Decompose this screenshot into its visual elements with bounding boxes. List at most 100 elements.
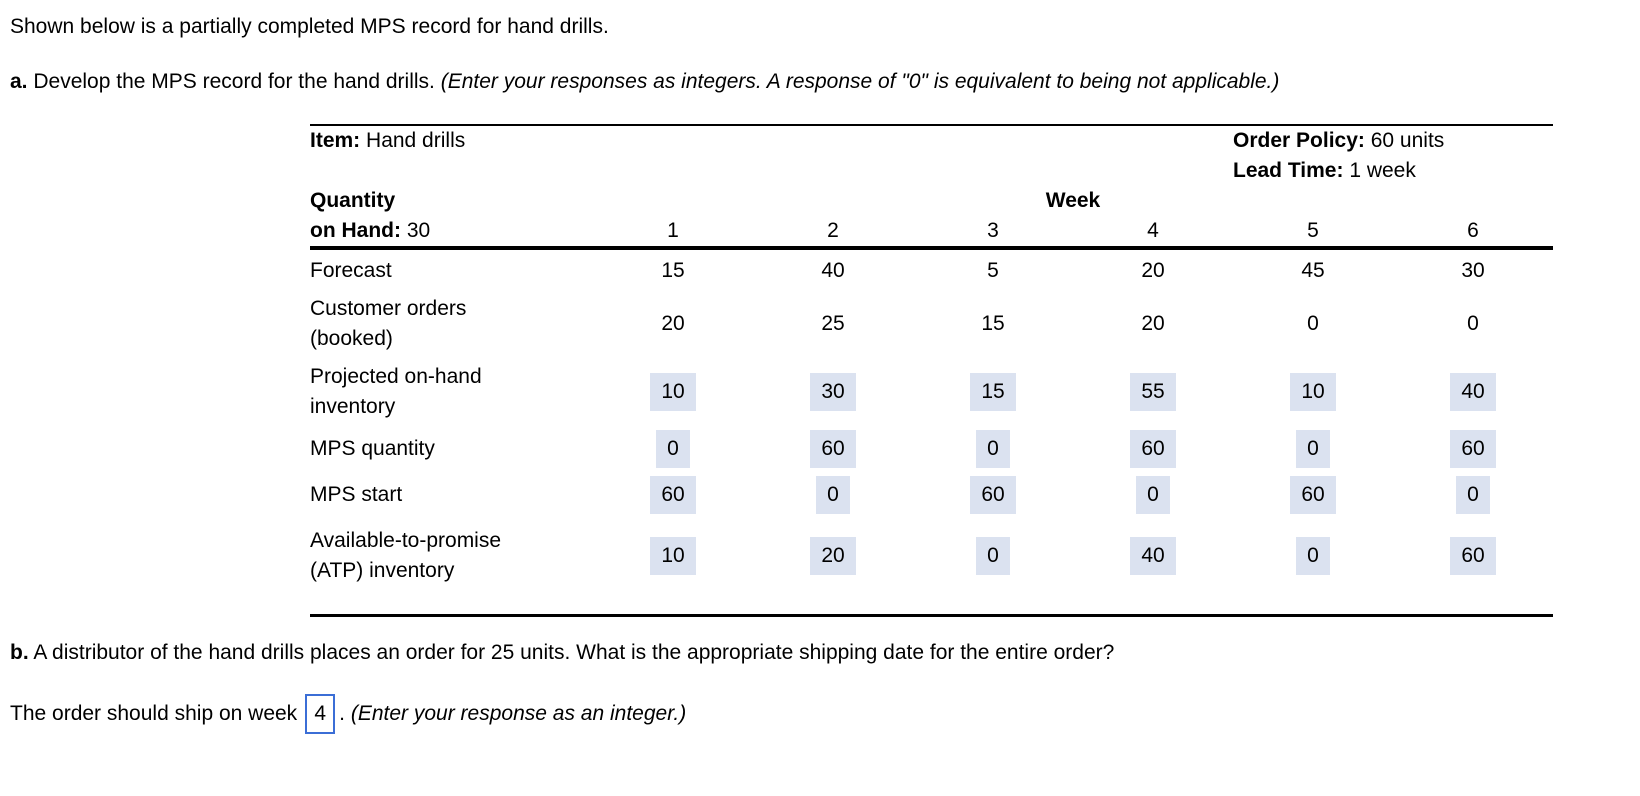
answer-cell-value[interactable]: 60 [650,476,696,514]
customer-orders-week-5: 0 [1233,290,1393,358]
answer-cell-value[interactable]: 60 [970,476,1016,514]
answer-cell-value[interactable]: 10 [650,537,696,575]
answer-cell-value[interactable]: 60 [1290,476,1336,514]
on-hand-value: 30 [400,219,431,242]
atp-week-2: 20 [753,518,913,616]
part-a-label: a. [10,70,28,93]
row-label-text: Customer orders (booked) [310,297,467,350]
mps-quantity-week-5: 0 [1233,426,1393,472]
on-hand-label: on Hand: [310,219,401,242]
lead-time-spacer [310,156,1233,186]
projected-on-hand-week-2: 30 [753,358,913,426]
part-a-instruction: Develop the MPS record for the hand dril… [27,70,441,93]
item-label: Item: [310,129,361,152]
forecast-week-5: 45 [1233,248,1393,290]
cell-value: 15 [661,259,685,282]
lead-time-label: Lead Time: [1233,159,1344,182]
order-policy-label: Order Policy: [1233,129,1365,152]
answer-cell-value[interactable]: 55 [1130,373,1176,411]
mps-record-table: Item: Hand drills Order Policy: 60 units… [310,124,1553,617]
table-row-projected-on-hand: Projected on-hand inventory 10 30 15 55 … [310,358,1553,426]
answer-suffix: . [339,702,351,725]
week-number-1: 1 [593,216,753,250]
answer-cell-value[interactable]: 0 [816,476,850,514]
table-row-mps-start: MPS start 60 0 60 0 60 0 [310,472,1553,518]
answer-prefix: The order should ship on week [10,702,298,725]
mps-start-week-1: 60 [593,472,753,518]
row-label-text: MPS start [310,483,403,506]
mps-start-week-4: 0 [1073,472,1233,518]
lead-time-value: 1 week [1343,159,1416,182]
table-row-customer-orders: Customer orders (booked) 20 25 15 20 0 0 [310,290,1553,358]
answer-cell-value[interactable]: 0 [976,537,1010,575]
cell-value: 20 [661,312,685,335]
mps-quantity-week-4: 60 [1073,426,1233,472]
answer-cell-value[interactable]: 0 [1296,537,1330,575]
mps-quantity-week-2: 60 [753,426,913,472]
answer-cell-value[interactable]: 0 [976,430,1010,468]
cell-value: 5 [987,259,999,282]
row-label-mps-quantity: MPS quantity [310,426,593,472]
forecast-week-1: 15 [593,248,753,290]
table-row-week-header: Quantity Week [310,186,1553,216]
answer-cell-value[interactable]: 20 [810,537,856,575]
part-b-label: b. [10,641,29,664]
table-row-week-numbers: on Hand: 30 1 2 3 4 5 6 [310,216,1553,250]
table-row-atp: Available-to-promise (ATP) inventory 10 … [310,518,1553,616]
answer-cell-value[interactable]: 10 [1290,373,1336,411]
projected-on-hand-week-1: 10 [593,358,753,426]
answer-cell-value[interactable]: 60 [810,430,856,468]
cell-value: 45 [1301,259,1325,282]
forecast-week-3: 5 [913,248,1073,290]
part-a-text: a. Develop the MPS record for the hand d… [10,67,1640,97]
mps-start-week-5: 60 [1233,472,1393,518]
mps-quantity-week-1: 0 [593,426,753,472]
cell-value: 40 [821,259,845,282]
part-b-text: b. A distributor of the hand drills plac… [10,638,1640,668]
customer-orders-week-6: 0 [1393,290,1553,358]
item-value: Hand drills [360,129,466,152]
week-answer-input[interactable] [305,694,336,734]
answer-cell-value[interactable]: 30 [810,373,856,411]
answer-cell-value[interactable]: 0 [656,430,690,468]
week-number-6: 6 [1393,216,1553,250]
answer-note: (Enter your response as an integer.) [350,702,687,725]
answer-cell-value[interactable]: 40 [1130,537,1176,575]
atp-week-5: 0 [1233,518,1393,616]
answer-cell-value[interactable]: 60 [1450,537,1496,575]
cell-value: 25 [821,312,845,335]
answer-cell-value[interactable]: 0 [1296,430,1330,468]
intro-text-content: Shown below is a partially completed MPS… [10,15,609,38]
mps-quantity-week-3: 0 [913,426,1073,472]
customer-orders-week-1: 20 [593,290,753,358]
row-label-text: Forecast [310,259,392,282]
answer-cell-value[interactable]: 0 [1136,476,1170,514]
customer-orders-week-2: 25 [753,290,913,358]
answer-cell-value[interactable]: 40 [1450,373,1496,411]
cell-value: 0 [1307,312,1319,335]
answer-cell-value[interactable]: 60 [1450,430,1496,468]
row-label-forecast: Forecast [310,248,593,290]
week-number-4: 4 [1073,216,1233,250]
customer-orders-week-4: 20 [1073,290,1233,358]
projected-on-hand-week-5: 10 [1233,358,1393,426]
mps-start-week-3: 60 [913,472,1073,518]
week-number-3: 3 [913,216,1073,250]
week-number-5: 5 [1233,216,1393,250]
row-label-customer-orders: Customer orders (booked) [310,290,593,358]
cell-value: 15 [981,312,1005,335]
answer-cell-value[interactable]: 10 [650,373,696,411]
projected-on-hand-week-3: 15 [913,358,1073,426]
row-label-mps-start: MPS start [310,472,593,518]
table-row-lead-time: Lead Time: 1 week [310,156,1553,186]
table-row-forecast: Forecast 15 40 5 20 45 30 [310,248,1553,290]
cell-value: 30 [1461,259,1485,282]
forecast-week-4: 20 [1073,248,1233,290]
answer-cell-value[interactable]: 60 [1130,430,1176,468]
forecast-week-6: 30 [1393,248,1553,290]
answer-cell-value[interactable]: 15 [970,373,1016,411]
mps-start-week-6: 0 [1393,472,1553,518]
cell-value: 0 [1467,312,1479,335]
cell-value: 20 [1141,259,1165,282]
answer-cell-value[interactable]: 0 [1456,476,1490,514]
